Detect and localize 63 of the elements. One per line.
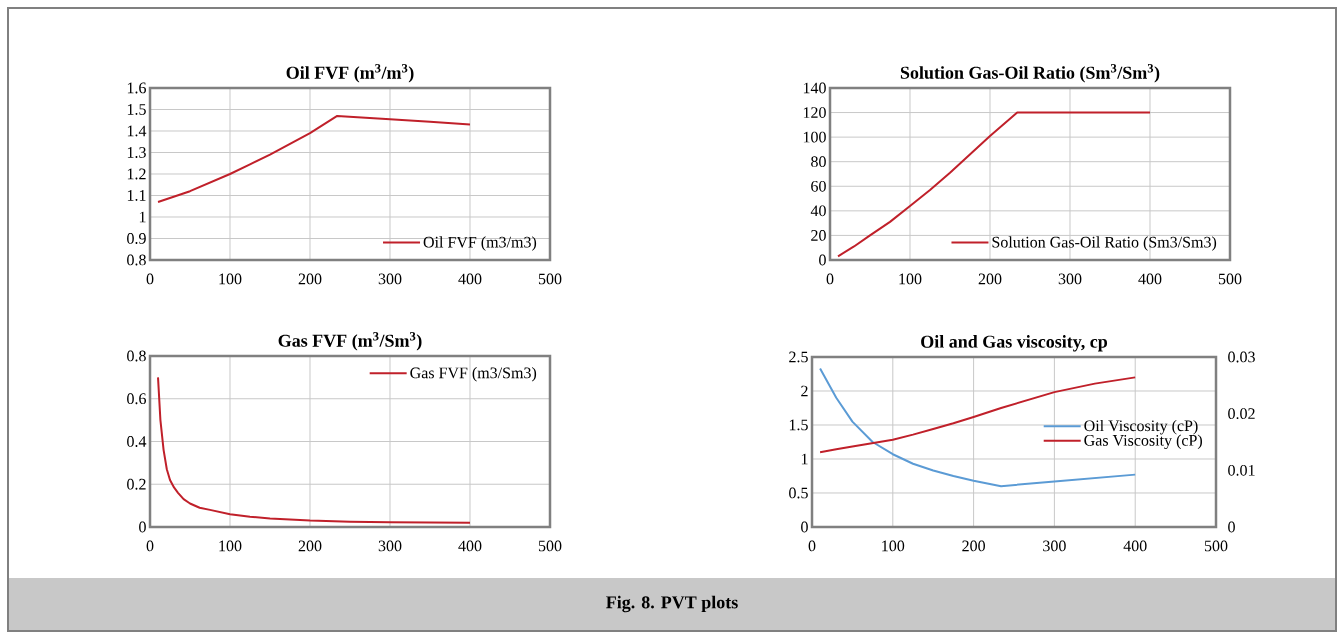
x-tick-label: 400 [458, 540, 482, 552]
chart-title: Solution Gas-Oil Ratio (Sm$^{3}$/Sm$^{3}$) [900, 64, 1160, 83]
x-tick-label: 500 [538, 540, 562, 552]
y2-tick-label: 0.02 [1228, 408, 1255, 420]
y-tick-label: 80 [811, 156, 826, 168]
y-tick-label: 0.8 [127, 254, 146, 266]
y-tick-label: 0 [801, 521, 808, 533]
x-tick-label: 100 [899, 273, 922, 285]
x-tick-label: 200 [298, 540, 322, 552]
y-tick-label: 140 [803, 82, 826, 94]
y-tick-label: 1.6 [127, 82, 147, 94]
x-tick-label: 100 [219, 273, 242, 285]
x-tick-label: 500 [538, 273, 562, 285]
y-tick-label: 40 [810, 205, 826, 217]
x-tick-label: 400 [1138, 273, 1162, 285]
x-tick-label: 0 [826, 273, 834, 285]
x-tick-label: 300 [1043, 540, 1066, 552]
x-tick-label: 400 [1123, 540, 1147, 552]
y-tick-label: 2 [801, 385, 808, 397]
caption: Fig. 8. PVT plots [606, 595, 738, 613]
y-tick-label: 0.2 [127, 478, 146, 490]
y-tick-label: 20 [811, 230, 826, 241]
y-tick-label: 1.5 [789, 419, 808, 431]
x-tick-label: 300 [378, 540, 402, 552]
chart-title: Gas FVF (m$^{3}$/Sm$^{3}$) [278, 332, 422, 351]
x-tick-label: 300 [1058, 273, 1082, 285]
y-tick-label: 1.1 [127, 190, 146, 201]
y-tick-label: 0.5 [789, 487, 808, 499]
legend-label: Gas FVF (m3/Sm3) [410, 367, 537, 382]
y-tick-label: 2.5 [789, 351, 808, 363]
y-tick-label: 1.4 [127, 125, 147, 137]
chart-title: Oil FVF (m$^{3}$/m$^{3}$) [286, 64, 414, 83]
legend-label: Gas Viscosity (cP) [1084, 434, 1202, 450]
x-tick-label: 200 [978, 273, 1002, 285]
y-tick-label: 0 [139, 521, 146, 533]
x-tick-label: 100 [219, 540, 242, 552]
y-tick-label: 0.8 [127, 350, 146, 362]
y-tick-label: 1.3 [127, 147, 146, 158]
x-tick-label: 400 [458, 273, 482, 285]
legend-label: Solution Gas-Oil Ratio (Sm3/Sm3) [992, 236, 1217, 251]
y-tick-label: 100 [803, 131, 826, 143]
y-tick-label: 60 [811, 180, 826, 192]
x-tick-label: 200 [298, 273, 322, 285]
y-tick-label: 1 [139, 211, 146, 223]
legend-label: Oil Viscosity (cP) [1084, 419, 1198, 435]
y-tick-label: 1.5 [127, 104, 146, 115]
y-tick-label: 120 [803, 107, 826, 118]
y-tick-label: 0.6 [127, 393, 147, 405]
x-tick-label: 500 [1218, 273, 1242, 285]
y2-tick-label: 0.03 [1228, 351, 1255, 363]
y-tick-label: 1.2 [127, 168, 146, 180]
y-tick-label: 0.4 [127, 436, 147, 447]
y2-tick-label: 0.01 [1228, 464, 1255, 476]
x-tick-label: 300 [378, 273, 402, 285]
legend-label: Oil FVF (m3/m3) [423, 236, 537, 251]
x-tick-label: 500 [1204, 540, 1228, 552]
y2-tick-label: 0 [1228, 521, 1235, 533]
y-tick-label: 0.9 [127, 233, 146, 244]
y-tick-label: 1 [801, 453, 808, 465]
x-tick-label: 100 [882, 540, 905, 552]
x-tick-label: 200 [962, 540, 985, 552]
chart-title: Oil and Gas viscosity, cp [921, 335, 1108, 352]
y-tick-label: 0 [819, 254, 826, 266]
